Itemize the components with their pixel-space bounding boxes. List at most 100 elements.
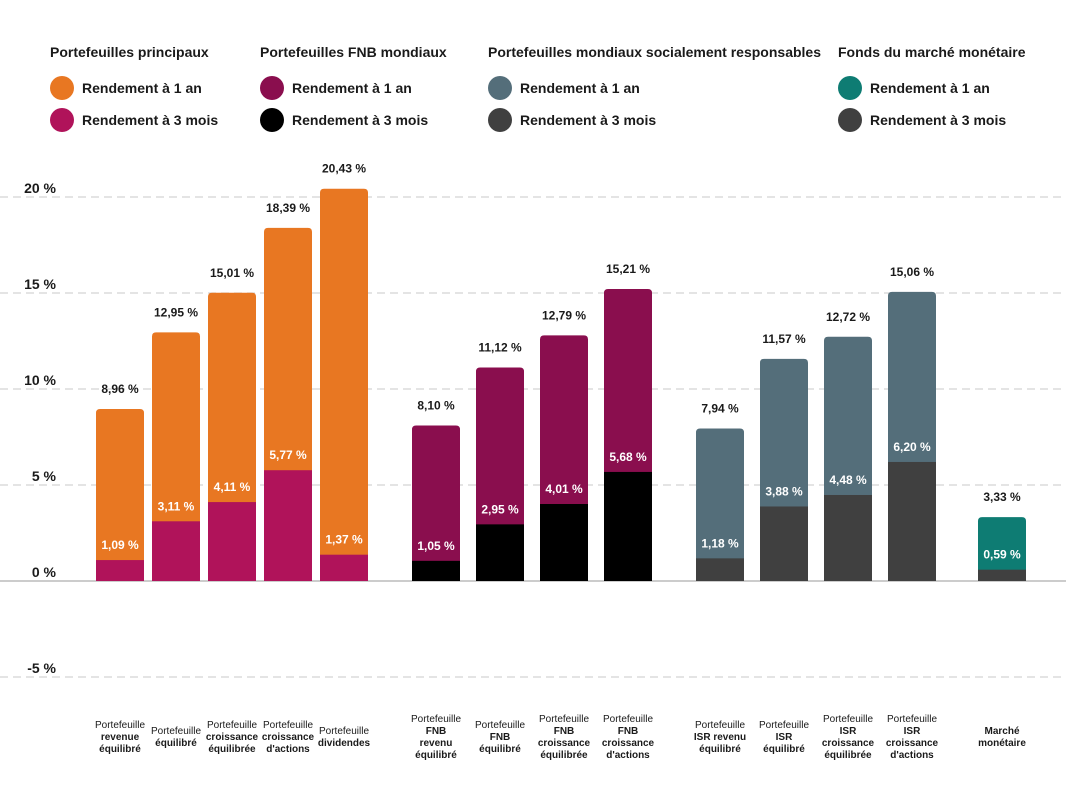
category-label-line: croissance	[885, 738, 939, 749]
legend-swatch	[260, 108, 284, 132]
three-month-value-label: 5,77 %	[269, 448, 307, 462]
bar-three-month	[824, 494, 872, 581]
category-label: Portefeuille FNB croissance d'actions	[596, 714, 660, 762]
legend-swatch	[50, 76, 74, 100]
category-label-line: d'actions	[890, 750, 934, 761]
category-label-line: revenu	[419, 738, 453, 749]
legend-group: Portefeuilles principaux Rendement à 1 an…	[50, 44, 218, 136]
bar-three-month	[208, 502, 256, 581]
one-year-value-label: 11,57 %	[762, 332, 806, 346]
three-month-value-label: 1,37 %	[325, 533, 363, 547]
bar-three-month	[320, 554, 368, 581]
category-label-line: ISR	[839, 726, 857, 737]
category-label: Portefeuille ISR revenu équilibré	[688, 720, 752, 756]
bar-one-year	[412, 425, 460, 581]
one-year-value-label: 8,96 %	[101, 382, 139, 396]
one-year-value-label: 7,94 %	[701, 402, 739, 416]
category-label-line: ISR	[775, 732, 793, 743]
legend-group: Portefeuilles mondiaux socialement respo…	[488, 44, 821, 136]
one-year-value-label: 20,43 %	[322, 162, 366, 176]
one-year-value-label: 12,95 %	[154, 305, 198, 319]
one-year-value-label: 15,01 %	[210, 266, 254, 280]
legend-item: Rendement à 1 an	[260, 72, 447, 104]
category-label: Portefeuille croissance équilibrée	[200, 720, 264, 756]
bar-one-year	[320, 188, 368, 581]
three-month-value-label: 0,59 %	[983, 548, 1021, 562]
category-label-line: Portefeuille	[538, 714, 590, 725]
legend-item-label: Rendement à 3 mois	[870, 112, 1007, 128]
bar-three-month	[696, 558, 744, 581]
bar-three-month	[476, 524, 524, 581]
bar-three-month	[978, 569, 1026, 581]
category-label-line: d'actions	[606, 750, 650, 761]
bar-three-month	[888, 461, 936, 581]
category-label: Portefeuille FNB équilibré	[468, 720, 532, 756]
legend-swatch	[838, 76, 862, 100]
category-label-line: FNB	[425, 726, 447, 737]
category-label-line: revenue	[100, 732, 140, 743]
category-label: Portefeuille ISR équilibré	[752, 720, 816, 756]
category-label-line: monétaire	[978, 738, 1026, 749]
category-label-line: dividendes	[317, 738, 371, 749]
category-label-line: croissance	[601, 738, 655, 749]
y-tick-label: -5 %	[27, 660, 56, 676]
legend-group-title: Portefeuilles FNB mondiaux	[260, 44, 447, 60]
legend-swatch	[260, 76, 284, 100]
three-month-value-label: 4,48 %	[829, 473, 867, 487]
legend-group-title: Fonds du marché monétaire	[838, 44, 1026, 60]
bar-one-year	[152, 332, 200, 581]
category-label-line: Portefeuille	[822, 714, 874, 725]
category-label-line: équilibré	[99, 744, 141, 755]
category-label-line: croissance	[537, 738, 591, 749]
category-label-line: Portefeuille	[886, 714, 938, 725]
bar-three-month	[96, 560, 144, 581]
one-year-value-label: 15,06 %	[890, 265, 934, 279]
category-label: Portefeuille croissance d'actions	[256, 720, 320, 756]
three-month-value-label: 2,95 %	[481, 502, 519, 516]
y-tick-label: 15 %	[24, 276, 56, 292]
legend-item: Rendement à 1 an	[488, 72, 821, 104]
category-label-line: équilibré	[479, 744, 521, 755]
category-label-line: Portefeuille	[262, 720, 314, 731]
bar-three-month	[604, 471, 652, 581]
category-label-line: FNB	[617, 726, 639, 737]
category-label: Portefeuille équilibré	[144, 726, 208, 750]
bar-three-month	[760, 506, 808, 581]
bar-three-month	[540, 504, 588, 581]
category-label-line: équilibrée	[540, 750, 588, 761]
category-label-line: Marché	[984, 726, 1020, 737]
legend-item-label: Rendement à 1 an	[82, 80, 202, 96]
category-label-line: d'actions	[266, 744, 310, 755]
legend-item-label: Rendement à 1 an	[870, 80, 990, 96]
three-month-value-label: 3,88 %	[765, 485, 803, 499]
category-label-line: ISR revenu	[693, 732, 747, 743]
category-label-line: croissance	[205, 732, 259, 743]
category-label: Portefeuille ISR croissance équilibrée	[816, 714, 880, 762]
category-label-line: Portefeuille	[150, 726, 202, 737]
legend-item: Rendement à 3 mois	[488, 104, 821, 136]
legend-item: Rendement à 3 mois	[50, 104, 218, 136]
category-label-line: équilibrée	[208, 744, 256, 755]
category-label-line: équilibré	[155, 738, 197, 749]
y-tick-label: 20 %	[24, 180, 56, 196]
legend-group: Portefeuilles FNB mondiaux Rendement à 1 …	[260, 44, 447, 136]
legend-group: Fonds du marché monétaire Rendement à 1 a…	[838, 44, 1025, 136]
y-tick-label: 0 %	[32, 564, 57, 580]
bar-three-month	[152, 521, 200, 581]
legend-swatch	[488, 76, 512, 100]
three-month-value-label: 1,18 %	[701, 536, 739, 550]
category-label-line: équilibré	[763, 744, 805, 755]
bar-three-month	[412, 560, 460, 581]
one-year-value-label: 8,10 %	[417, 398, 455, 412]
category-label: Marché monétaire	[970, 726, 1034, 750]
y-tick-label: 10 %	[24, 372, 56, 388]
category-label-line: équilibré	[415, 750, 457, 761]
legend-group-title: Portefeuilles mondiaux socialement respo…	[488, 44, 821, 60]
legend-item: Rendement à 1 an	[838, 72, 1025, 104]
legend-swatch	[488, 108, 512, 132]
legend-item-label: Rendement à 1 an	[292, 80, 412, 96]
bar-one-year	[978, 517, 1026, 581]
category-label: Portefeuille FNB croissance équilibrée	[532, 714, 596, 762]
category-label-line: équilibré	[699, 744, 741, 755]
legend-item: Rendement à 3 mois	[260, 104, 447, 136]
